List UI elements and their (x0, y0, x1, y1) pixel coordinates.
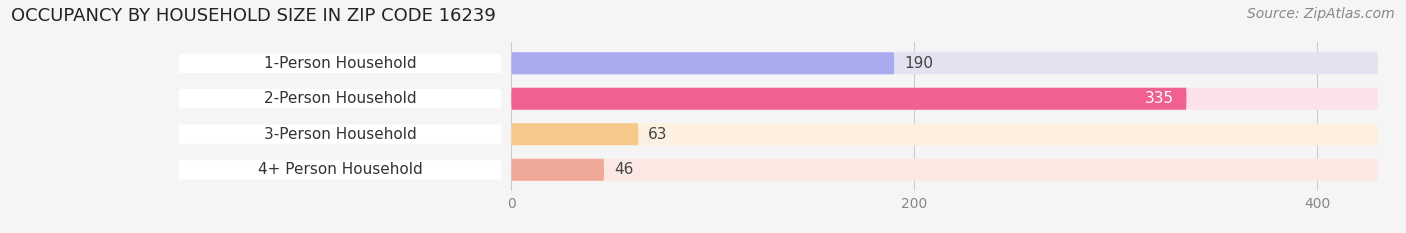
FancyBboxPatch shape (512, 52, 894, 74)
FancyBboxPatch shape (512, 88, 1187, 110)
FancyBboxPatch shape (512, 123, 1378, 145)
FancyBboxPatch shape (512, 88, 1378, 110)
Text: 4+ Person Household: 4+ Person Household (257, 162, 422, 177)
FancyBboxPatch shape (512, 123, 638, 145)
Text: 46: 46 (614, 162, 634, 177)
FancyBboxPatch shape (179, 160, 501, 179)
Text: 190: 190 (904, 56, 934, 71)
Text: 2-Person Household: 2-Person Household (264, 91, 416, 106)
FancyBboxPatch shape (179, 125, 501, 144)
FancyBboxPatch shape (512, 159, 605, 181)
FancyBboxPatch shape (512, 52, 1378, 74)
FancyBboxPatch shape (179, 54, 501, 73)
Text: OCCUPANCY BY HOUSEHOLD SIZE IN ZIP CODE 16239: OCCUPANCY BY HOUSEHOLD SIZE IN ZIP CODE … (11, 7, 496, 25)
Text: 1-Person Household: 1-Person Household (264, 56, 416, 71)
Text: 63: 63 (648, 127, 668, 142)
Text: 335: 335 (1146, 91, 1174, 106)
FancyBboxPatch shape (512, 159, 1378, 181)
FancyBboxPatch shape (179, 89, 501, 108)
Text: Source: ZipAtlas.com: Source: ZipAtlas.com (1247, 7, 1395, 21)
Text: 3-Person Household: 3-Person Household (264, 127, 416, 142)
